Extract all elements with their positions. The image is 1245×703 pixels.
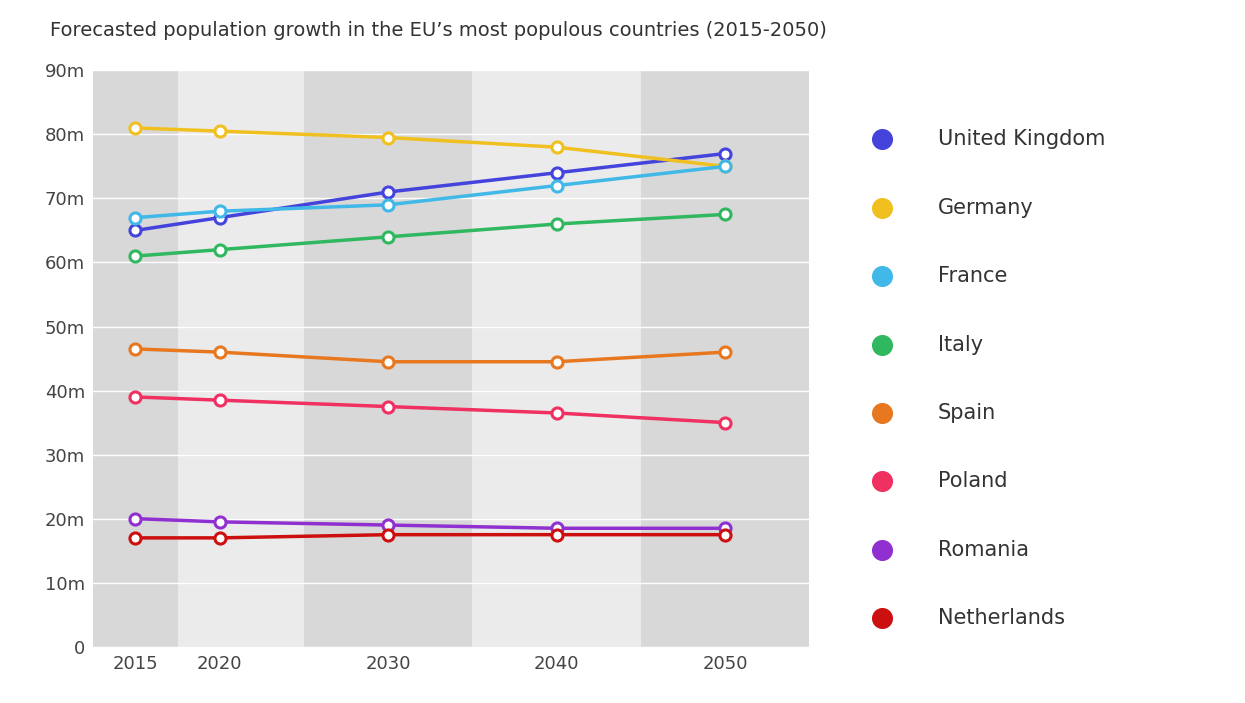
Text: United Kingdom: United Kingdom <box>937 129 1106 150</box>
Bar <box>304 70 472 647</box>
Text: Netherlands: Netherlands <box>937 608 1064 628</box>
Bar <box>93 70 178 647</box>
Point <box>872 134 891 145</box>
Text: Germany: Germany <box>937 198 1033 218</box>
Bar <box>641 70 809 647</box>
Text: Italy: Italy <box>937 335 982 354</box>
Point <box>872 612 891 624</box>
Point <box>872 339 891 350</box>
Point <box>872 476 891 487</box>
Text: France: France <box>937 266 1007 286</box>
Point <box>872 407 891 418</box>
Point <box>872 202 891 214</box>
Point <box>872 271 891 282</box>
Text: Spain: Spain <box>937 403 996 423</box>
Text: Romania: Romania <box>937 540 1028 560</box>
Text: Poland: Poland <box>937 471 1007 491</box>
Point <box>872 544 891 555</box>
Text: Forecasted population growth in the EU’s most populous countries (2015-2050): Forecasted population growth in the EU’s… <box>50 21 827 40</box>
